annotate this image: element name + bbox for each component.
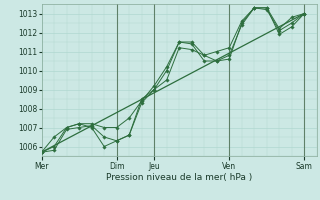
X-axis label: Pression niveau de la mer( hPa ): Pression niveau de la mer( hPa ) [106,173,252,182]
